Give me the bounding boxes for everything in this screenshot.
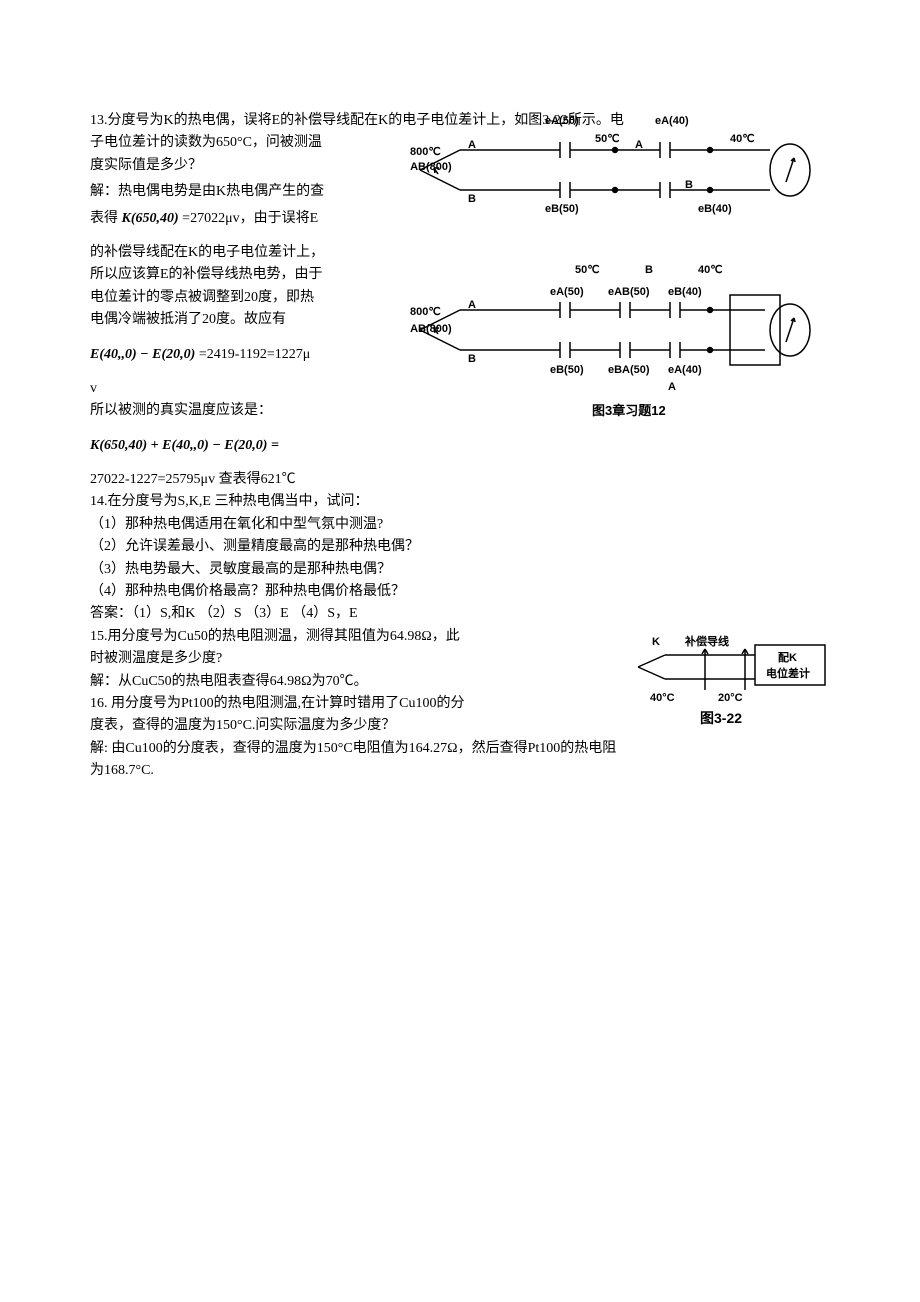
- p14-l2: （1）那种热电偶适用在氧化和中型气氛中测温?: [90, 514, 830, 536]
- p15-l2: 时被测温度是多少度?: [90, 648, 630, 670]
- p13-f2: K(650,40) + E(40,,0) − E(20,0) =: [90, 438, 279, 453]
- p13-f2-line: K(650,40) + E(40,,0) − E(20,0) =: [90, 435, 430, 457]
- p13-l7: 所以应该算E的补偿导线热电势，由于: [90, 264, 430, 286]
- p14-l5: （4）那种热电偶价格最高？那种热电偶价格最低？: [90, 581, 830, 603]
- p13-f-k65040: K(650,40): [122, 211, 179, 226]
- p13-l5b: =27022μv，由于误将E: [182, 211, 318, 226]
- p13-f1-line: E(40,,0) − E(20,0) =2419-1192=1227μ: [90, 344, 430, 366]
- p14-l4: （3）热电势最大、灵敏度最高的是那种热电偶？: [90, 559, 830, 581]
- p16-l1: 16. 用分度号为Pt100的热电阻测温,在计算时错用了Cu100的分: [90, 693, 630, 715]
- p13-l5a: 表得: [90, 211, 118, 226]
- p13-l5: 表得 K(650,40) =27022μv，由于误将E: [90, 208, 430, 230]
- p15-l1: 15.用分度号为Cu50的热电阻测温，测得其阻值为64.98Ω，此: [90, 626, 630, 648]
- p13-l10: v: [90, 378, 430, 400]
- p13-l12: 27022-1227=25795μv 查表得621℃: [90, 469, 830, 491]
- p13-l9: 电偶冷端被抵消了20度。故应有: [90, 309, 430, 331]
- p14-l3: （2）允许误差最小、测量精度最高的是那种热电偶？: [90, 536, 830, 558]
- p13-l1: 13.分度号为K的热电偶，误将E的补偿导线配在K的电子电位差计上，如图3-22所…: [90, 110, 830, 132]
- p13-f1: E(40,,0) − E(20,0): [90, 347, 195, 362]
- p14-l6: 答案：（1）S,和K （2）S （3）E （4）S，E: [90, 603, 830, 625]
- p15-l3: 解：从CuC50的热电阻表查得64.98Ω为70℃。: [90, 671, 630, 693]
- p13-l2: 子电位差计的读数为650°C，问被测温: [90, 132, 430, 154]
- p16-l3: 解: 由Cu100的分度表，查得的温度为150°C电阻值为164.27Ω，然后查…: [90, 738, 830, 760]
- p13-l11: 所以被测的真实温度应该是：: [90, 400, 430, 422]
- p13-l8: 电位差计的零点被调整到20度，即热: [90, 287, 430, 309]
- p16-l4: 为168.7°C.: [90, 760, 830, 782]
- p13-f1b: =2419-1192=1227μ: [199, 347, 310, 362]
- p14-l1: 14.在分度号为S,K,E 三种热电偶当中，试问：: [90, 491, 830, 513]
- p13-l3: 度实际值是多少？: [90, 155, 430, 177]
- p13-l4: 解：热电偶电势是由K热电偶产生的查: [90, 181, 430, 203]
- p16-l2: 度表，查得的温度为150°C.问实际温度为多少度？: [90, 715, 830, 737]
- p13-l6: 的补偿导线配在K的电子电位差计上，: [90, 242, 430, 264]
